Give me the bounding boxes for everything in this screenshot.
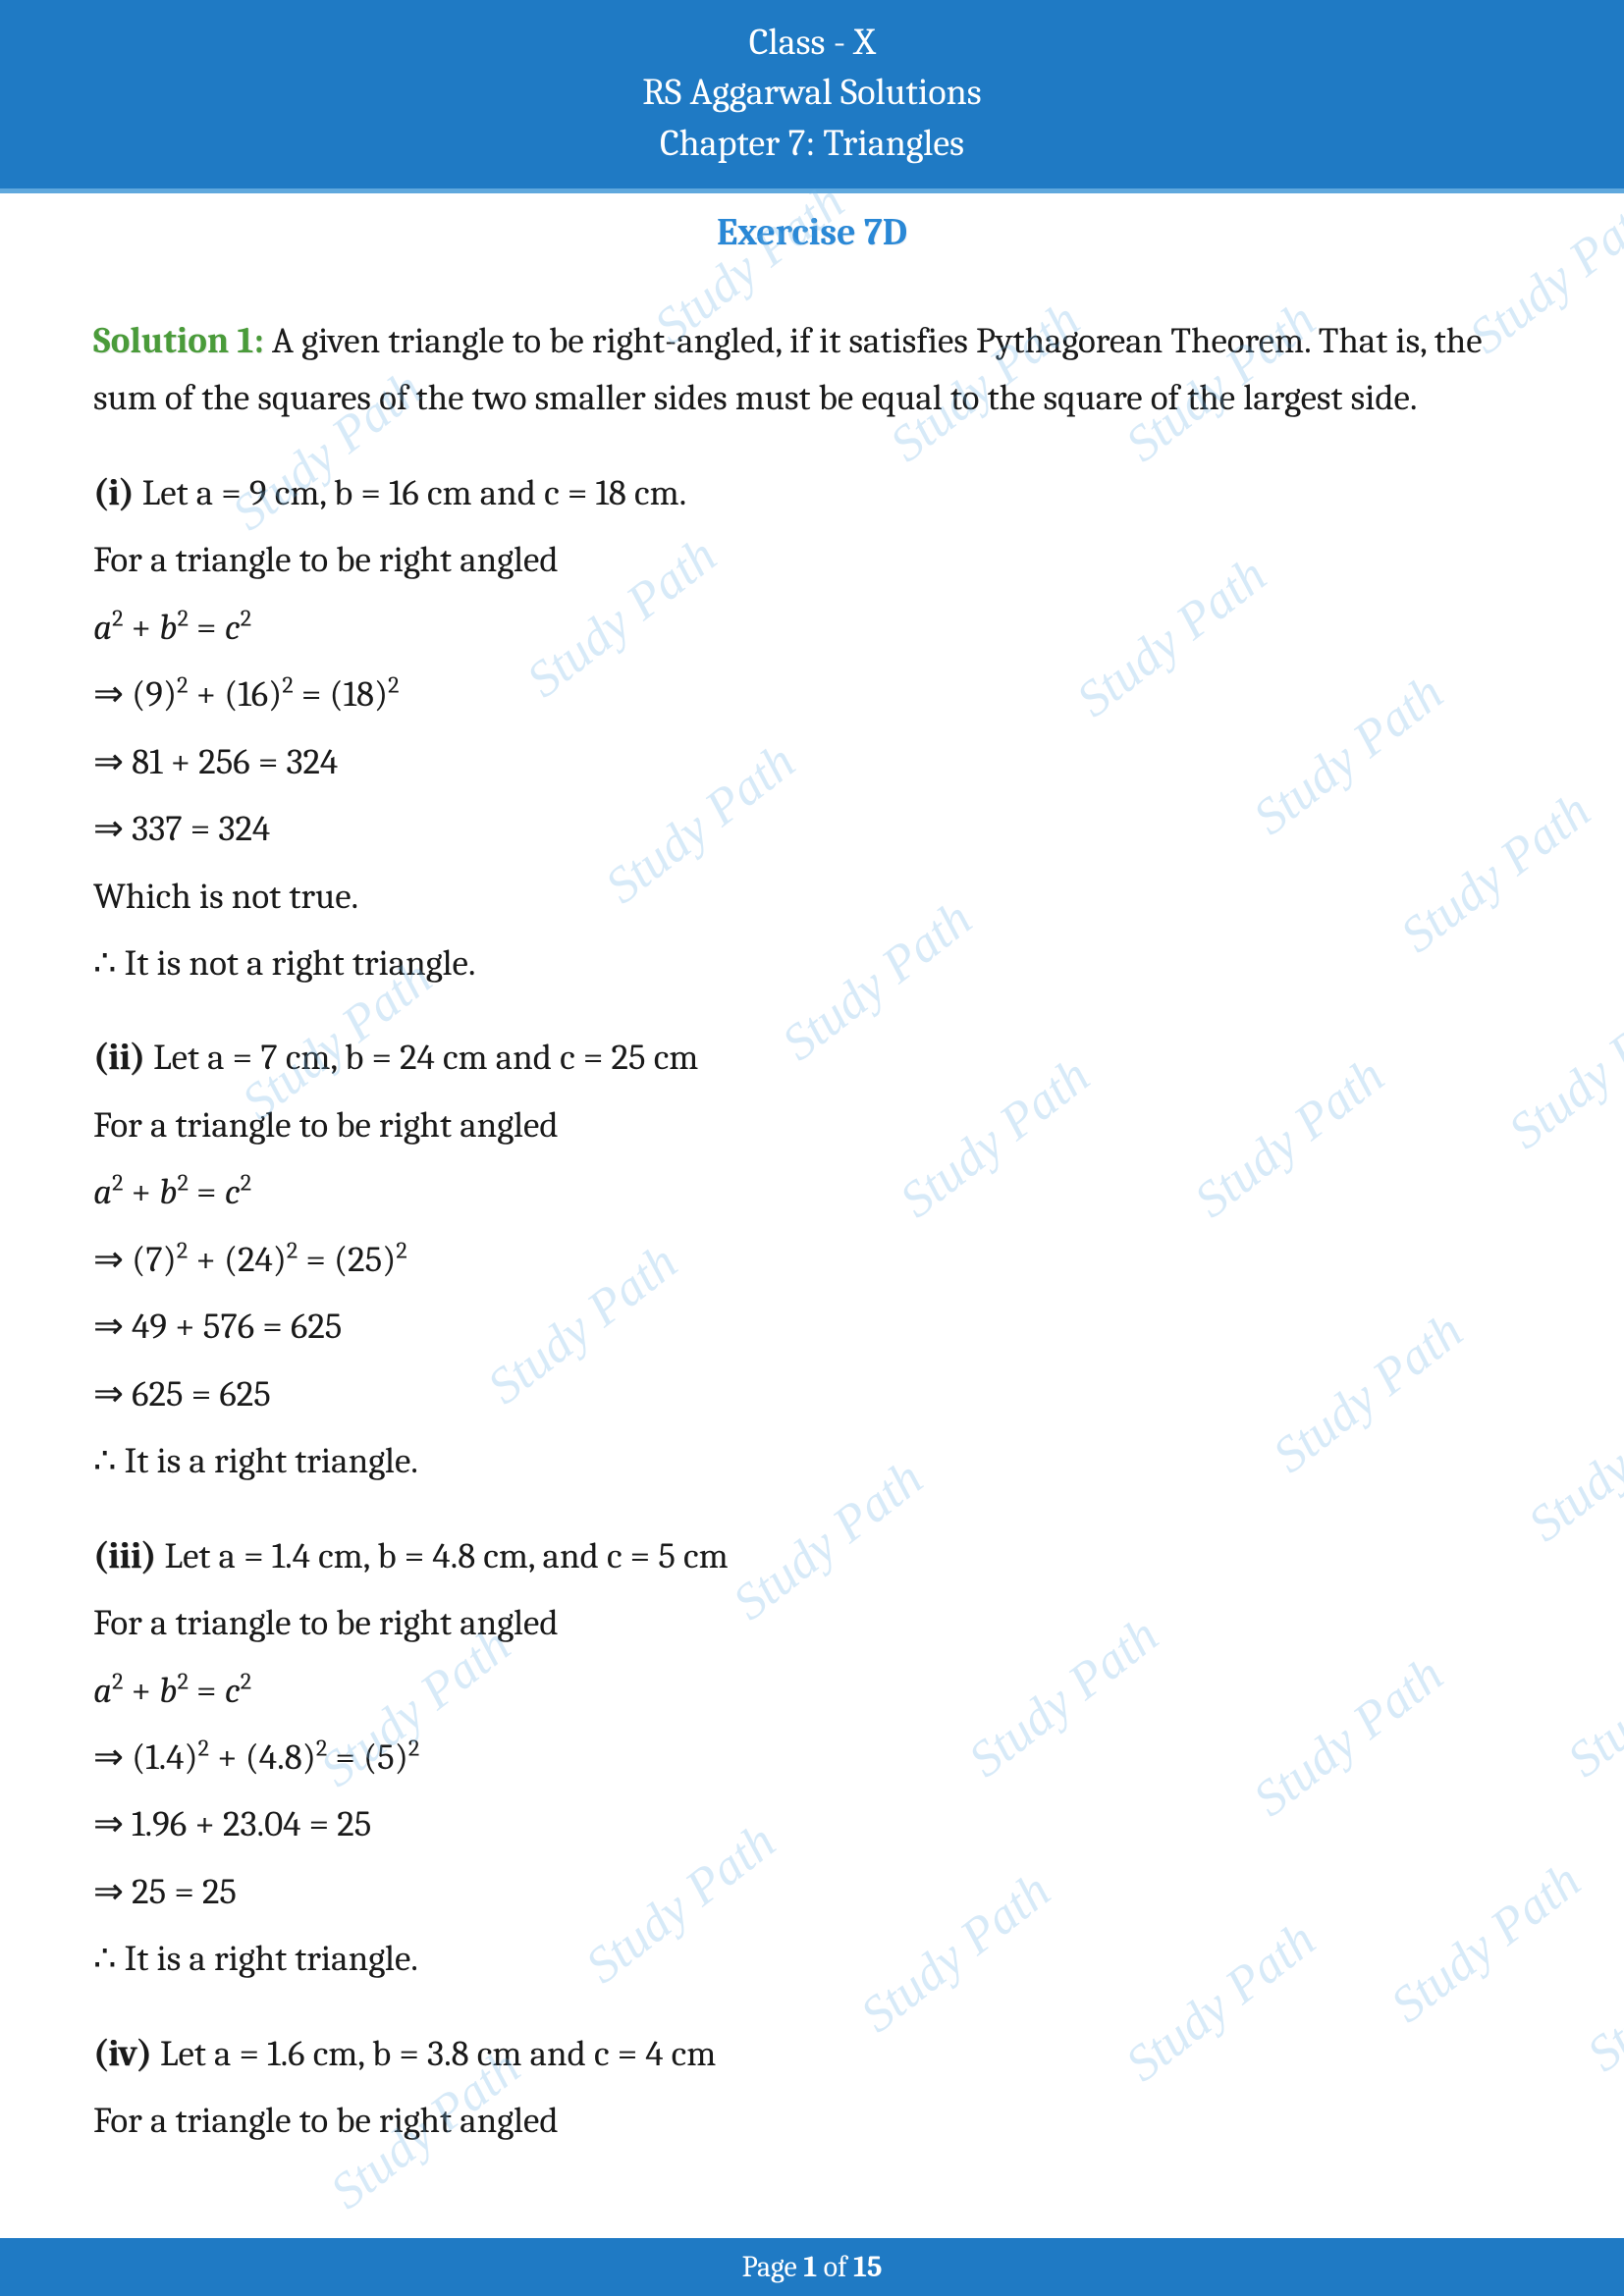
page-header: Class - X RS Aggarwal Solutions Chapter … xyxy=(0,0,1624,193)
page-content: Solution 1: A given triangle to be right… xyxy=(0,254,1624,2151)
part-ii-step2: ⇒ 49 + 576 = 625 xyxy=(93,1299,1531,1356)
part-iii-formula: a2 + b2 = c2 xyxy=(93,1663,1531,1720)
part-iv-let-text: Let a = 1.6 cm, b = 3.8 cm and c = 4 cm xyxy=(152,2034,717,2075)
part-ii-let-text: Let a = 7 cm, b = 24 cm and c = 25 cm xyxy=(145,1038,698,1079)
solution-intro: Solution 1: A given triangle to be right… xyxy=(93,313,1531,428)
part-i-let-text: Let a = 9 cm, b = 16 cm and c = 18 cm. xyxy=(135,473,687,514)
part-iii-conclusion: ∴ It is a right triangle. xyxy=(93,1931,1531,1988)
page-footer: Page 1 of 15 xyxy=(0,2238,1624,2296)
part-iii-cond: For a triangle to be right angled xyxy=(93,1595,1531,1652)
part-ii-let: (ii) Let a = 7 cm, b = 24 cm and c = 25 … xyxy=(93,1030,1531,1087)
part-ii-step3: ⇒ 625 = 625 xyxy=(93,1366,1531,1423)
header-line-3: Chapter 7: Triangles xyxy=(0,119,1624,169)
part-iv-let: (iv) Let a = 1.6 cm, b = 3.8 cm and c = … xyxy=(93,2026,1531,2083)
part-i-label: (i) xyxy=(93,473,135,514)
part-i-step2: ⇒ 81 + 256 = 324 xyxy=(93,734,1531,791)
footer-total: 15 xyxy=(853,2250,882,2284)
part-i-cond: For a triangle to be right angled xyxy=(93,532,1531,589)
part-i-step3: ⇒ 337 = 324 xyxy=(93,801,1531,858)
part-iv-label: (iv) xyxy=(93,2034,152,2075)
solution-label: Solution 1: xyxy=(93,321,264,362)
footer-middle: of xyxy=(817,2250,853,2284)
part-ii-step1: ⇒ (7)2 + (24)2 = (25)2 xyxy=(93,1232,1531,1289)
part-i-formula: a2 + b2 = c2 xyxy=(93,600,1531,657)
footer-current: 1 xyxy=(803,2250,817,2284)
solution-intro-text: A given triangle to be right-angled, if … xyxy=(93,321,1483,419)
header-line-1: Class - X xyxy=(0,18,1624,68)
part-iii-step3: ⇒ 25 = 25 xyxy=(93,1864,1531,1921)
part-iii-step1: ⇒ (1.4)2 + (4.8)2 = (5)2 xyxy=(93,1730,1531,1787)
part-ii-formula: a2 + b2 = c2 xyxy=(93,1164,1531,1221)
header-line-2: RS Aggarwal Solutions xyxy=(0,68,1624,118)
part-iii-let-text: Let a = 1.4 cm, b = 4.8 cm, and c = 5 cm xyxy=(156,1536,728,1577)
part-i-step1: ⇒ (9)2 + (16)2 = (18)2 xyxy=(93,667,1531,723)
part-i-let: (i) Let a = 9 cm, b = 16 cm and c = 18 c… xyxy=(93,465,1531,522)
part-ii-cond: For a triangle to be right angled xyxy=(93,1097,1531,1154)
part-ii-label: (ii) xyxy=(93,1038,145,1079)
part-i-conclusion: ∴ It is not a right triangle. xyxy=(93,935,1531,992)
part-iii-let: (iii) Let a = 1.4 cm, b = 4.8 cm, and c … xyxy=(93,1528,1531,1585)
part-iii-step2: ⇒ 1.96 + 23.04 = 25 xyxy=(93,1796,1531,1853)
part-i-note: Which is not true. xyxy=(93,869,1531,926)
footer-prefix: Page xyxy=(742,2250,804,2284)
part-ii-conclusion: ∴ It is a right triangle. xyxy=(93,1433,1531,1490)
part-iii-label: (iii) xyxy=(93,1536,156,1577)
part-iv-cond: For a triangle to be right angled xyxy=(93,2093,1531,2150)
exercise-title: Exercise 7D xyxy=(0,211,1624,254)
